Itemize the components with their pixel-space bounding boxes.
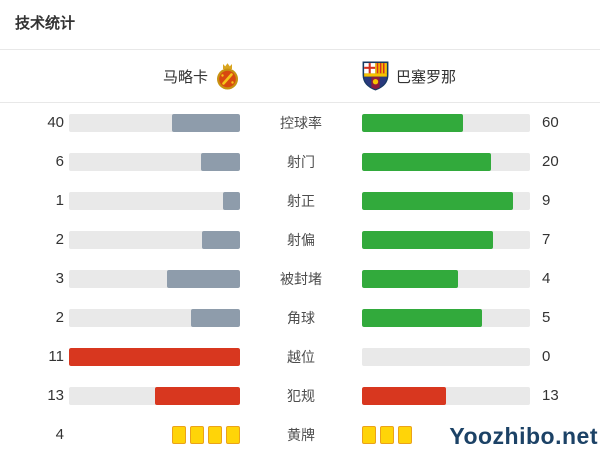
home-stat-bar-fill	[200, 152, 240, 171]
away-stat-bar-fill	[362, 269, 458, 288]
stat-label: 射偏	[287, 231, 315, 248]
home-stat-bar-fill	[171, 113, 240, 132]
away-stat-bar-fill	[362, 113, 463, 132]
stat-label: 射正	[287, 192, 315, 209]
stat-label: 黄牌	[287, 426, 315, 443]
stat-row: 13 犯规 13	[0, 376, 600, 415]
away-stat-bar	[362, 230, 530, 249]
home-team: 马略卡	[163, 62, 240, 91]
home-stat-bar-fill	[202, 230, 240, 249]
yellow-card-icon	[208, 425, 222, 444]
stat-row: 3 被封堵 4	[0, 259, 600, 298]
stat-row: 40 控球率 60	[0, 103, 600, 142]
away-stat-value: 20	[542, 153, 559, 170]
team-header: 马略卡	[0, 50, 600, 103]
home-stat-bar-fill	[154, 386, 240, 405]
page-title: 技术统计	[0, 0, 600, 50]
yellow-cards-row: 4 黄牌	[0, 415, 600, 454]
home-stat-bar	[69, 113, 240, 132]
home-stat-value: 40	[47, 114, 64, 131]
home-stat-bar	[69, 191, 240, 210]
away-stat-bar	[362, 386, 530, 405]
home-stat-value: 2	[55, 231, 64, 248]
away-team: 巴塞罗那	[362, 61, 456, 91]
home-stat-bar-fill	[69, 347, 240, 366]
stat-label: 控球率	[280, 114, 322, 131]
stat-label: 被封堵	[280, 270, 322, 287]
home-stat-value: 4	[55, 426, 64, 443]
yellow-card-icon	[172, 425, 186, 444]
away-stat-bar	[362, 191, 530, 210]
stat-label: 角球	[287, 309, 315, 326]
away-stat-bar	[362, 269, 530, 288]
home-stat-value: 13	[47, 387, 64, 404]
stat-row: 6 射门 20	[0, 142, 600, 181]
home-stat-bar	[69, 230, 240, 249]
home-stat-value: 2	[55, 309, 64, 326]
away-stat-value: 4	[542, 270, 551, 287]
home-stat-bar-fill	[222, 191, 240, 210]
away-stat-bar-fill	[362, 191, 514, 210]
away-yellow-cards	[362, 425, 530, 444]
away-stat-bar	[362, 113, 530, 132]
home-stat-bar-fill	[191, 308, 240, 327]
stat-row: 2 射偏 7	[0, 220, 600, 259]
stat-label: 越位	[287, 348, 315, 365]
away-stat-value: 0	[542, 348, 551, 365]
away-stat-bar-fill	[362, 230, 493, 249]
site-watermark: Yoozhibo.net	[449, 423, 598, 449]
home-team-name: 马略卡	[162, 68, 208, 86]
home-stat-bar	[69, 269, 240, 288]
away-stat-bar-fill	[362, 152, 492, 171]
stat-row: 1 射正 9	[0, 181, 600, 220]
home-yellow-cards	[69, 425, 240, 444]
home-stat-bar	[69, 386, 240, 405]
home-stat-bar	[69, 347, 240, 366]
yellow-card-icon	[226, 425, 240, 444]
home-stat-bar-fill	[166, 269, 240, 288]
yellow-card-icon	[380, 425, 394, 444]
home-stat-value: 3	[55, 270, 64, 287]
stat-row: 11 越位 0	[0, 337, 600, 376]
away-stat-bar	[362, 347, 530, 366]
home-stat-bar	[69, 308, 240, 327]
home-stat-bar	[69, 152, 240, 171]
away-stat-bar-fill	[362, 308, 482, 327]
stat-row: 2 角球 5	[0, 298, 600, 337]
stat-label: 犯规	[287, 387, 315, 404]
home-stat-value: 11	[48, 348, 64, 365]
yellow-card-icon	[190, 425, 204, 444]
yellow-card-icon	[398, 425, 412, 444]
away-team-name: 巴塞罗那	[396, 68, 457, 86]
stats-rows: 40 控球率 60 6 射门 20 1 射正 9 2	[0, 103, 600, 415]
home-stat-value: 1	[55, 192, 64, 209]
mallorca-crest-icon	[215, 62, 240, 91]
barcelona-crest-icon	[362, 61, 389, 91]
home-stat-value: 6	[55, 153, 64, 170]
away-stat-bar	[362, 152, 530, 171]
away-stat-bar-fill	[362, 386, 446, 405]
away-stat-value: 13	[542, 387, 559, 404]
away-stat-bar	[362, 308, 530, 327]
yellow-card-icon	[362, 425, 376, 444]
away-stat-value: 5	[542, 309, 551, 326]
stat-label: 射门	[287, 153, 315, 170]
away-stat-value: 9	[542, 192, 551, 209]
away-stat-value: 7	[542, 231, 551, 248]
away-stat-value: 60	[542, 114, 559, 131]
